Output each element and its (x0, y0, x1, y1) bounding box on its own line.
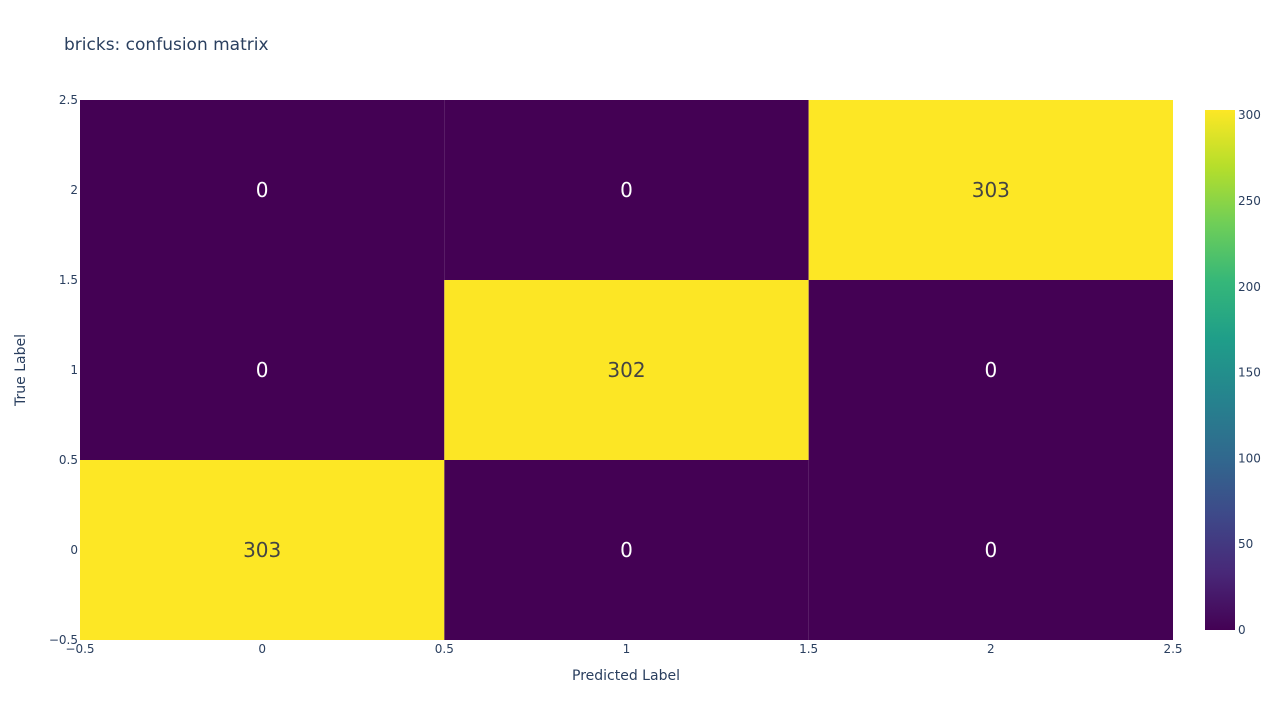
colorbar-ticks: 0 50 100 150 200 250 300 (1238, 108, 1261, 637)
heatmap-cell (808, 100, 1173, 280)
cell-value-label: 303 (972, 178, 1010, 202)
colorbar-tick-label: 150 (1238, 366, 1261, 380)
heatmap-cells (80, 100, 1173, 640)
x-tick-label: 0.5 (435, 642, 454, 656)
x-tick-label: 2 (987, 642, 995, 656)
colorbar-tick-label: 50 (1238, 537, 1253, 551)
x-tick-label: 1 (623, 642, 631, 656)
colorbar-tick-label: 300 (1238, 108, 1261, 122)
cell-value-label: 303 (243, 538, 281, 562)
cell-value-label: 0 (256, 178, 269, 202)
x-tick-label: 0 (258, 642, 266, 656)
x-tick-label: 1.5 (799, 642, 818, 656)
y-tick-label: 1 (70, 363, 78, 377)
cell-value-label: 0 (256, 358, 269, 382)
heatmap-cell (808, 460, 1173, 640)
heatmap-cell (80, 100, 445, 280)
chart-title: bricks: confusion matrix (64, 35, 269, 55)
heatmap-cell (80, 460, 445, 640)
heatmap-cell-labels: 303 0 0 0 302 0 0 0 303 (243, 178, 1010, 562)
cell-value-label: 0 (984, 358, 997, 382)
y-tick-label: 1.5 (59, 273, 78, 287)
x-tick-label: 2.5 (1163, 642, 1182, 656)
y-tick-label: 2 (70, 183, 78, 197)
heatmap-cell (444, 460, 809, 640)
cell-value-label: 302 (607, 358, 645, 382)
y-tick-label: −0.5 (49, 633, 78, 647)
x-axis-ticks: −0.5 0 0.5 1 1.5 2 2.5 (65, 642, 1182, 656)
colorbar-tick-label: 100 (1238, 451, 1261, 465)
heatmap-cell (444, 280, 809, 460)
colorbar-tick-label: 200 (1238, 280, 1261, 294)
y-tick-label: 0.5 (59, 453, 78, 467)
y-axis-ticks: −0.5 0 0.5 1 1.5 2 2.5 (49, 93, 78, 647)
cell-value-label: 0 (620, 178, 633, 202)
y-tick-label: 2.5 (59, 93, 78, 107)
heatmap-cell (444, 100, 809, 280)
heatmap-cell (808, 280, 1173, 460)
cell-value-label: 0 (984, 538, 997, 562)
colorbar-tick-label: 250 (1238, 194, 1261, 208)
x-axis-title: Predicted Label (572, 668, 680, 684)
y-tick-label: 0 (70, 543, 78, 557)
y-axis-title: True Label (13, 334, 29, 407)
cell-value-label: 0 (620, 538, 633, 562)
colorbar-tick-label: 0 (1238, 623, 1246, 637)
x-tick-label: −0.5 (65, 642, 94, 656)
heatmap-cell (80, 280, 445, 460)
colorbar (1205, 110, 1235, 630)
